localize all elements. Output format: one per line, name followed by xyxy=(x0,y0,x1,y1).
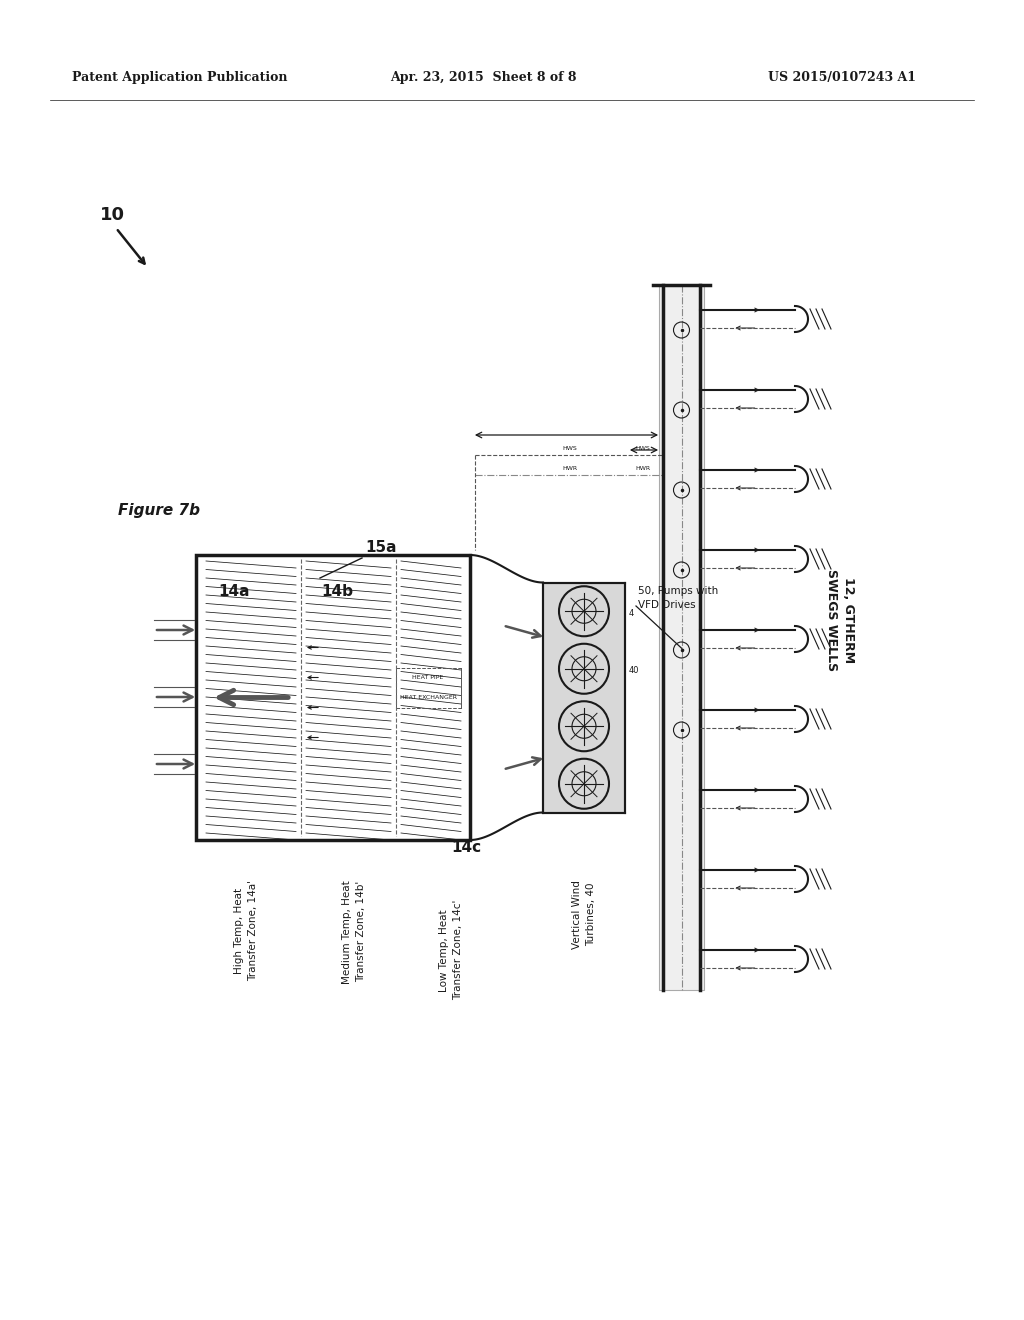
Text: 14a: 14a xyxy=(218,585,250,599)
Text: 14c: 14c xyxy=(451,841,481,855)
Text: HWR: HWR xyxy=(636,466,650,471)
Text: HEAT PIPE: HEAT PIPE xyxy=(413,675,443,680)
Text: 12, GTHERM
SWEGS WELLS: 12, GTHERM SWEGS WELLS xyxy=(825,569,855,671)
Text: 4: 4 xyxy=(629,609,634,618)
Text: 10: 10 xyxy=(100,206,125,224)
Text: 15a: 15a xyxy=(365,540,396,556)
Text: Vertical Wind
Turbines, 40: Vertical Wind Turbines, 40 xyxy=(572,880,596,949)
Text: US 2015/0107243 A1: US 2015/0107243 A1 xyxy=(768,71,916,84)
Text: Figure 7b: Figure 7b xyxy=(118,503,200,517)
Text: 50, Pumps with
VFD Drives: 50, Pumps with VFD Drives xyxy=(638,586,718,610)
Bar xyxy=(543,582,625,813)
Text: 14b: 14b xyxy=(321,585,353,599)
Text: Patent Application Publication: Patent Application Publication xyxy=(72,71,288,84)
Text: Low Temp, Heat
Transfer Zone, 14c': Low Temp, Heat Transfer Zone, 14c' xyxy=(439,900,463,1001)
Bar xyxy=(196,554,470,840)
Text: Apr. 23, 2015  Sheet 8 of 8: Apr. 23, 2015 Sheet 8 of 8 xyxy=(390,71,577,84)
Text: HWR: HWR xyxy=(562,466,578,471)
Bar xyxy=(659,285,705,990)
Text: High Temp, Heat
Transfer Zone, 14a': High Temp, Heat Transfer Zone, 14a' xyxy=(234,880,258,981)
Text: HEAT EXCHANGER: HEAT EXCHANGER xyxy=(399,696,457,700)
Text: HWS: HWS xyxy=(636,446,650,451)
Text: Medium Temp, Heat
Transfer Zone, 14b': Medium Temp, Heat Transfer Zone, 14b' xyxy=(342,880,366,983)
Text: 40: 40 xyxy=(629,667,640,676)
Text: HWS: HWS xyxy=(562,446,578,451)
